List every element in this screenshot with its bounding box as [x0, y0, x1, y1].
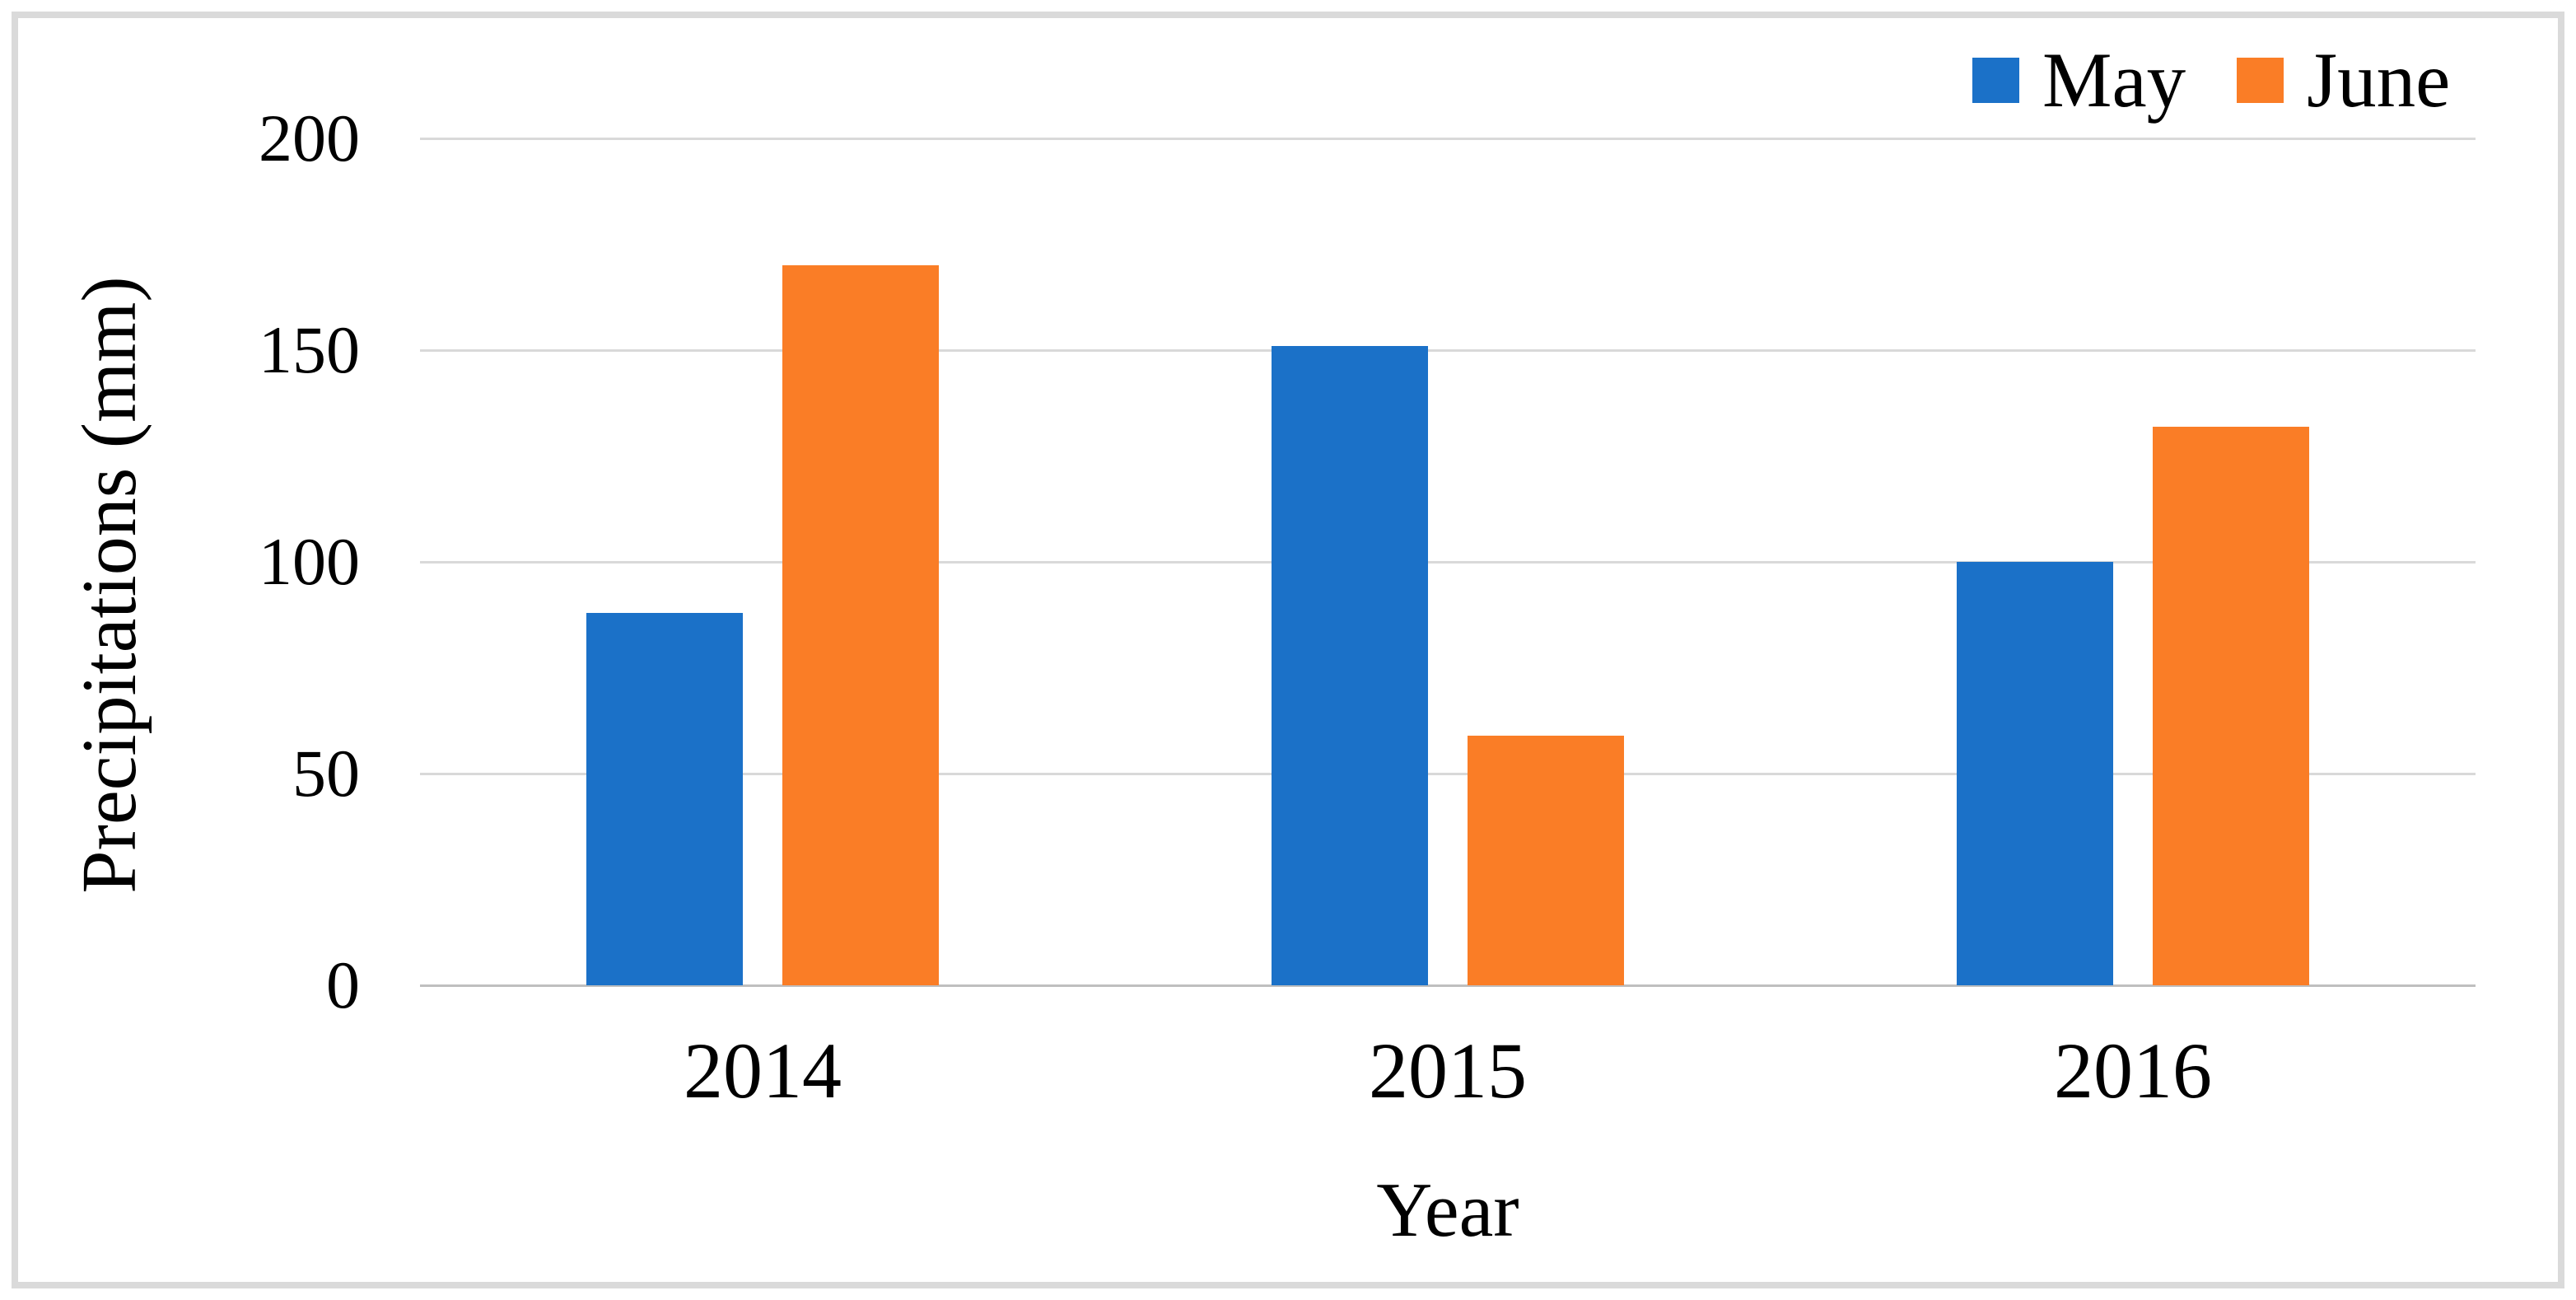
- gridline: [420, 560, 2476, 563]
- bar-may-2015: [1272, 345, 1428, 985]
- x-category-label: 2014: [684, 1026, 842, 1115]
- y-tick-label: 0: [326, 947, 360, 1022]
- legend-item-may: May: [1972, 35, 2186, 124]
- bar-may-2016: [1957, 562, 2113, 985]
- y-axis-title: Precipitations (mm): [67, 276, 152, 894]
- legend-item-june: June: [2237, 35, 2451, 124]
- plot-area: [420, 137, 2476, 987]
- legend-label: May: [2042, 35, 2186, 124]
- legend-swatch-icon: [1972, 57, 2019, 103]
- y-tick-label: 200: [259, 101, 360, 175]
- chart-legend: May June: [1972, 23, 2450, 137]
- gridline: [420, 137, 2476, 140]
- y-tick-label: 50: [292, 736, 360, 811]
- bar-may-2014: [586, 612, 743, 985]
- y-tick-label: 100: [259, 524, 360, 599]
- bar-june-2014: [782, 265, 939, 985]
- gridline: [420, 772, 2476, 775]
- y-tick-label: 150: [259, 312, 360, 387]
- x-axis-title: Year: [1376, 1167, 1519, 1253]
- legend-label: June: [2307, 35, 2451, 124]
- x-axis-line: [420, 984, 2476, 987]
- x-category-label: 2016: [2054, 1026, 2212, 1115]
- bar-june-2015: [1468, 735, 1624, 985]
- x-category-label: 2015: [1369, 1026, 1527, 1115]
- gridline: [420, 348, 2476, 352]
- legend-swatch-icon: [2237, 57, 2284, 103]
- bar-june-2016: [2153, 426, 2309, 985]
